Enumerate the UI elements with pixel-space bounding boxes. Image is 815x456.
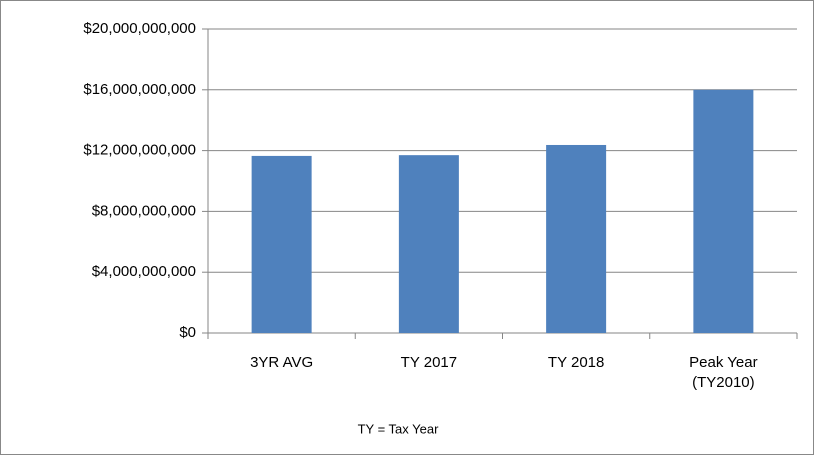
y-tick-label: $12,000,000,000 [83,142,196,159]
y-tick-label: $4,000,000,000 [92,263,196,280]
y-tick-label: $8,000,000,000 [92,202,196,219]
bar [693,89,754,333]
y-tick-label: $0 [179,324,196,341]
y-tick-label: $16,000,000,000 [83,81,196,98]
bar [398,155,459,333]
x-tick-label: Peak Year (TY2010) [689,354,758,391]
bar [546,144,607,333]
bar [251,155,312,333]
annotation: TY = Tax Year [358,421,440,436]
x-tick-label: 3YR AVG [250,354,314,371]
x-tick-label: TY 2017 [400,354,458,371]
y-tick-label: $20,000,000,000 [83,20,196,37]
x-tick-label: TY 2018 [547,354,605,371]
